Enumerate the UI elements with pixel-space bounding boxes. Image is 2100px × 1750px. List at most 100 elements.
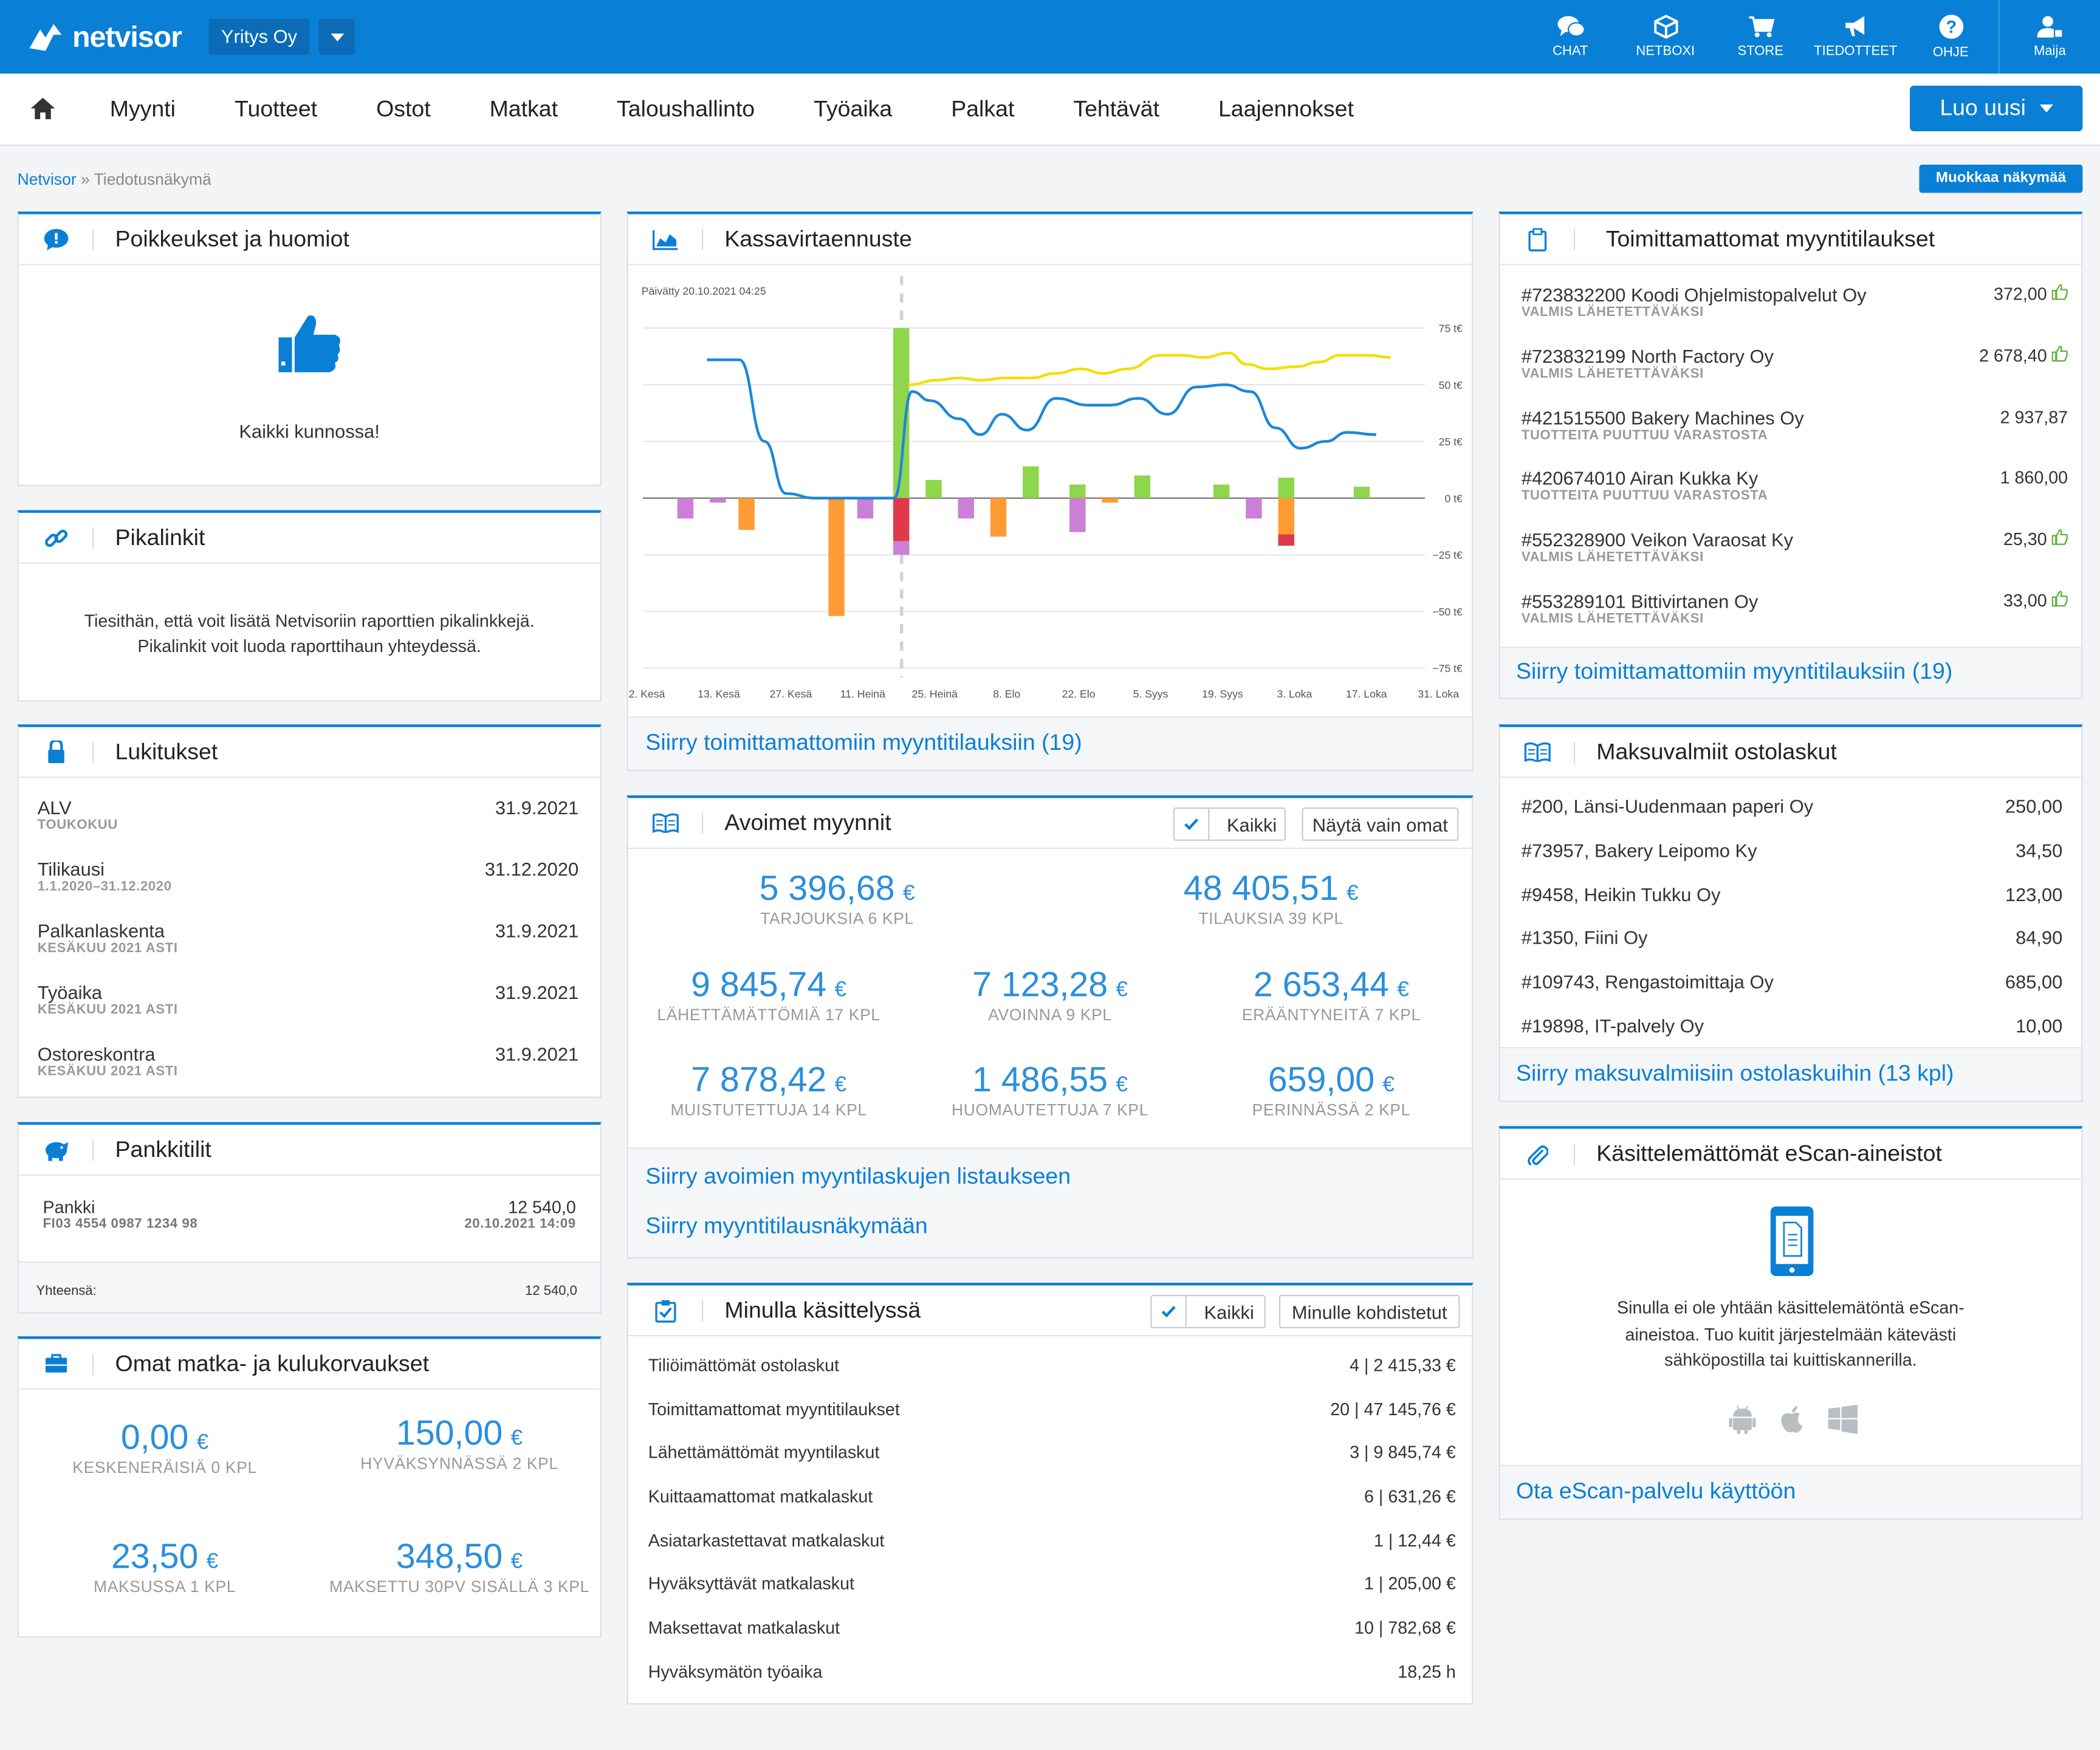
create-new-button[interactable]: Luo uusi bbox=[1910, 86, 2083, 131]
list-item[interactable]: #200, Länsi-Uudenmaan paperi Oy 250,00 bbox=[1522, 795, 2062, 839]
travel-cell-paid[interactable]: 348,50 € MAKSETTU 30PV SISÄLLÄ 3 KPL bbox=[319, 1536, 600, 1596]
sales-offers[interactable]: 5 396,68 € TARJOUKSIA 6 KPL bbox=[636, 868, 1038, 928]
list-item[interactable]: #1350, Fiini Oy 84,90 bbox=[1522, 927, 2062, 971]
netboxi-button[interactable]: NETBOXI bbox=[1618, 0, 1713, 74]
task-label: Toimittamattomat myyntitilaukset bbox=[648, 1399, 900, 1419]
nav-item-laajennokset[interactable]: Laajennokset bbox=[1218, 96, 1354, 122]
sales-reminded[interactable]: 7 878,42 € MUISTUTETTUJA 14 KPL bbox=[628, 1059, 910, 1119]
sales-unsent[interactable]: 9 845,74 € LÄHETTÄMÄTTÖMIÄ 17 KPL bbox=[628, 964, 910, 1024]
table-row[interactable]: Lähettämättömät myyntilaskut 3 | 9 845,74… bbox=[648, 1443, 1456, 1486]
list-item[interactable]: #723832199 North Factory Oy 2 678,40 VALM… bbox=[1522, 345, 2068, 407]
invoice-name: #200, Länsi-Uudenmaan paperi Oy bbox=[1521, 795, 1814, 817]
table-row[interactable]: Kuittaamattomat matkalaskut 6 | 631,26 € bbox=[648, 1486, 1456, 1530]
list-item[interactable]: #9458, Heikin Tukku Oy 123,00 bbox=[1522, 883, 2062, 927]
currency: € bbox=[1116, 978, 1128, 1002]
quicklinks-icon-wrap bbox=[19, 527, 94, 549]
table-row[interactable]: Asiatarkastettavat matkalaskut 1 | 12,44 … bbox=[648, 1530, 1456, 1574]
nav-item-myynti[interactable]: Myynti bbox=[109, 96, 176, 122]
table-row[interactable]: Maksettavat matkalaskut 10 | 782,68 € bbox=[648, 1618, 1456, 1661]
table-row[interactable]: Hyväksyttävät matkalaskut 1 | 205,00 € bbox=[648, 1574, 1456, 1618]
store-button[interactable]: STORE bbox=[1713, 0, 1808, 74]
table-row[interactable]: Toimittamattomat myyntitilaukset 20 | 47 … bbox=[648, 1399, 1456, 1443]
travel-cell-approval[interactable]: 150,00 € HYVÄKSYNNÄSSÄ 2 KPL bbox=[319, 1413, 600, 1473]
edit-view-button[interactable]: Muokkaa näkymää bbox=[1919, 165, 2083, 193]
escan-message: Sinulla ei ole yhtään käsittelemätöntä e… bbox=[1500, 1295, 2082, 1373]
list-item: Työaika 31.9.2021 KESÄKUU 2021 ASTI bbox=[38, 981, 578, 1043]
bank-icon-wrap bbox=[19, 1139, 94, 1161]
payable-link[interactable]: Siirry maksuvalmiisiin ostolaskuihin (13… bbox=[1516, 1060, 1954, 1086]
travel-cell-payment[interactable]: 23,50 € MAKSUSSA 1 KPL bbox=[24, 1536, 306, 1596]
travel-cell-draft[interactable]: 0,00 € KESKENERÄISIÄ 0 KPL bbox=[24, 1416, 306, 1477]
nav-item-tehtavat[interactable]: Tehtävät bbox=[1073, 96, 1159, 122]
list-item[interactable]: #420674010 Airan Kukka Ky 1 860,00 TUOTTEI… bbox=[1522, 468, 2068, 529]
nav-item-palkat[interactable]: Palkat bbox=[951, 96, 1015, 122]
chat-button[interactable]: CHAT bbox=[1523, 0, 1618, 74]
sales-caption: TILAUKSIA 39 KPL bbox=[1198, 909, 1343, 928]
task-label: Maksettavat matkalaskut bbox=[648, 1618, 840, 1638]
lock-sub: KESÄKUU 2021 ASTI bbox=[37, 1064, 178, 1080]
list-item[interactable]: #553289101 Bittivirtanen Oy 33,00 VALMIS … bbox=[1522, 591, 2068, 652]
sales-open[interactable]: 7 123,28 € AVOINNA 9 KPL bbox=[910, 964, 1191, 1024]
order-status: VALMIS LÄHETETTÄVÄKSI bbox=[1521, 305, 1704, 320]
link-icon bbox=[44, 529, 67, 546]
help-icon: ? bbox=[1938, 15, 1963, 39]
sales-noticed[interactable]: 1 486,55 € HUOMAUTETTUJA 7 KPL bbox=[910, 1059, 1191, 1119]
briefcase-icon bbox=[44, 1354, 67, 1373]
table-row[interactable]: Hyväksymätön työaika 18,25 h bbox=[648, 1661, 1456, 1705]
filter-own-button[interactable]: Näytä vain omat bbox=[1302, 807, 1459, 841]
list-item[interactable]: #552328900 Veikon Varaosat Ky 25,30 VALMI… bbox=[1522, 529, 2068, 591]
list-item[interactable]: #73957, Bakery Leipomo Ky 34,50 bbox=[1522, 839, 2062, 883]
nav-item-tyoaika[interactable]: Työaika bbox=[814, 96, 893, 122]
user-menu-button[interactable]: Maija bbox=[1998, 0, 2100, 74]
help-button[interactable]: ? OHJE bbox=[1903, 0, 1998, 74]
nav-item-taloushallinto[interactable]: Taloushallinto bbox=[617, 96, 755, 122]
apple-icon[interactable] bbox=[1780, 1405, 1804, 1434]
sales-collection[interactable]: 659,00 € PERINNÄSSÄ 2 KPL bbox=[1190, 1059, 1472, 1119]
table-row[interactable]: Tiliöimättömät ostolaskut 4 | 2 415,33 € bbox=[648, 1355, 1456, 1399]
currency: € bbox=[196, 1431, 209, 1455]
open-invoices-link[interactable]: Siirry avoimien myyntilaskujen listaukse… bbox=[645, 1163, 1071, 1189]
travel-expenses-panel: Omat matka- ja kulukorvaukset 0,00 € KESK… bbox=[17, 1336, 602, 1638]
android-icon[interactable] bbox=[1729, 1405, 1756, 1435]
breadcrumb-root-link[interactable]: Netvisor bbox=[17, 170, 77, 189]
clipboard-icon bbox=[1528, 227, 1546, 251]
list-item[interactable]: #19898, IT-palvely Oy 10,00 bbox=[1522, 1015, 2062, 1059]
sales-orders[interactable]: 48 405,51 € TILAUKSIA 39 KPL bbox=[1070, 868, 1472, 928]
netvisor-logo[interactable]: netvisor bbox=[27, 18, 182, 58]
currency: € bbox=[1116, 1074, 1128, 1097]
chart-bar bbox=[1134, 475, 1151, 498]
locks-list: ALV 31.9.2021 TOUKOKUU Tilikausi 31.12.2020… bbox=[38, 797, 578, 1105]
company-dropdown-button[interactable] bbox=[318, 18, 355, 55]
sales-overdue[interactable]: 2 653,44 € ERÄÄNTYNEITÄ 7 KPL bbox=[1190, 964, 1472, 1024]
chart-bar bbox=[990, 498, 1007, 537]
bank-account-row[interactable]: Pankki 12 540,0 FI03 4554 0987 1234 98 20.… bbox=[43, 1197, 576, 1232]
invoice-name: #1350, Fiini Oy bbox=[1521, 927, 1648, 949]
bank-accounts-panel: Pankkitilit Pankki 12 540,0 FI03 4554 098… bbox=[17, 1122, 602, 1314]
list-item[interactable]: #723832200 Koodi Ohjelmistopalvelut Oy 37… bbox=[1522, 284, 2068, 345]
tasks-all-button[interactable]: Kaikki bbox=[1150, 1294, 1266, 1328]
home-button[interactable] bbox=[29, 97, 56, 128]
filter-all-button[interactable]: Kaikki bbox=[1173, 807, 1286, 841]
travel-caption: MAKSETTU 30PV SISÄLLÄ 3 KPL bbox=[329, 1577, 590, 1596]
nav-item-ostot[interactable]: Ostot bbox=[376, 96, 431, 122]
list-item[interactable]: #109743, Rengastoimittaja Oy 685,00 bbox=[1522, 971, 2062, 1015]
escan-link[interactable]: Ota eScan-palvelu käyttöön bbox=[1516, 1478, 1796, 1504]
undelivered-link[interactable]: Siirry toimittamattomiin myyntitilauksii… bbox=[1516, 659, 1953, 685]
company-selector[interactable]: Yritys Oy bbox=[208, 18, 310, 55]
megaphone-icon bbox=[1845, 16, 1864, 36]
sales-orders-link[interactable]: Siirry myyntitilausnäkymään bbox=[645, 1213, 928, 1239]
cashflow-icon-wrap bbox=[628, 228, 704, 250]
windows-icon[interactable] bbox=[1828, 1404, 1858, 1435]
cashflow-link[interactable]: Siirry toimittamattomiin myyntitilauksii… bbox=[645, 729, 1082, 755]
lock-date: 31.12.2020 bbox=[484, 858, 579, 880]
bank-amount: 12 540,0 bbox=[508, 1197, 576, 1218]
tasks-assigned-button[interactable]: Minulle kohdistetut bbox=[1278, 1294, 1460, 1328]
currency: € bbox=[834, 1074, 847, 1097]
check-icon-wrap bbox=[1175, 808, 1210, 840]
nav-item-tuotteet[interactable]: Tuotteet bbox=[234, 96, 318, 122]
tiedotteet-button[interactable]: TIEDOTTEET bbox=[1808, 0, 1903, 74]
nav-item-matkat[interactable]: Matkat bbox=[489, 96, 558, 122]
exceptions-panel: Poikkeukset ja huomiot Kaikki kunnossa! bbox=[17, 211, 602, 486]
undelivered-orders-panel: Toimittamattomat myyntitilaukset #723832… bbox=[1498, 211, 2083, 699]
list-item[interactable]: #421515500 Bakery Machines Oy 2 937,87 TUO… bbox=[1522, 407, 2068, 468]
